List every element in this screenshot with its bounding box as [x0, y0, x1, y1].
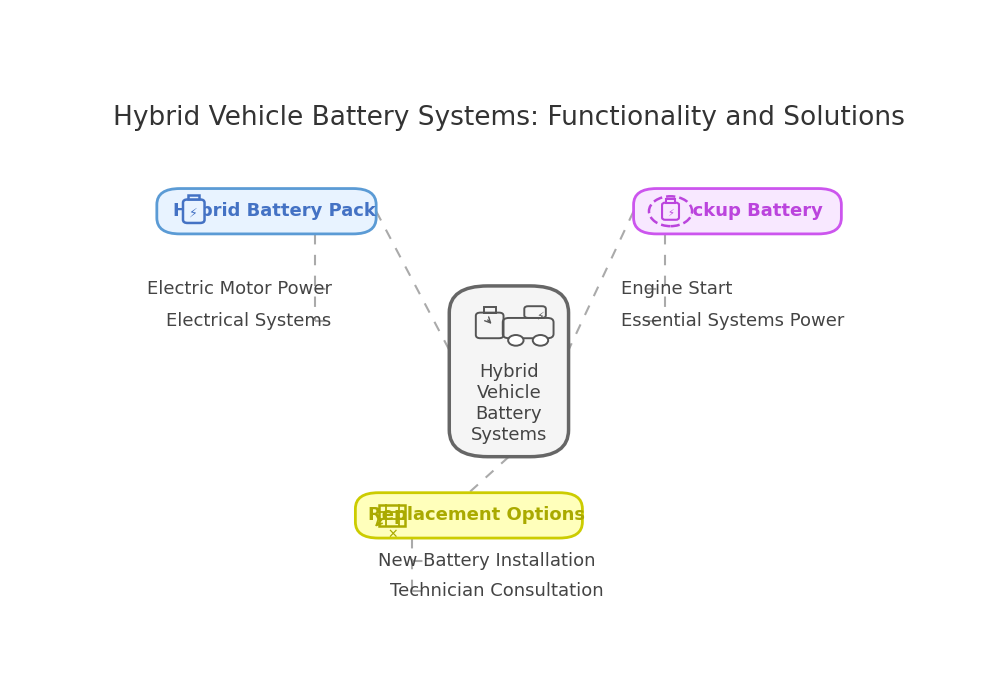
Text: ✕: ✕ [387, 527, 397, 541]
FancyBboxPatch shape [662, 202, 679, 220]
Text: Engine Start: Engine Start [621, 279, 732, 297]
FancyBboxPatch shape [666, 199, 675, 202]
FancyBboxPatch shape [634, 188, 841, 234]
Text: Technician Consultation: Technician Consultation [389, 582, 604, 600]
Circle shape [649, 196, 692, 226]
Text: Backup Battery: Backup Battery [667, 202, 823, 220]
Text: ⚡: ⚡ [190, 207, 199, 219]
Text: Essential Systems Power: Essential Systems Power [621, 312, 844, 330]
Text: Hybrid Vehicle Battery Systems: Functionality and Solutions: Hybrid Vehicle Battery Systems: Function… [113, 105, 905, 131]
Circle shape [508, 335, 523, 346]
Text: Electrical Systems: Electrical Systems [167, 312, 332, 330]
Text: Electric Motor Power: Electric Motor Power [147, 279, 333, 297]
Text: ⚡: ⚡ [536, 312, 543, 322]
FancyBboxPatch shape [189, 195, 200, 200]
Text: Hybrid Battery Pack: Hybrid Battery Pack [173, 202, 375, 220]
Text: New Battery Installation: New Battery Installation [378, 552, 596, 570]
FancyBboxPatch shape [183, 200, 205, 223]
Text: Replacement Options: Replacement Options [368, 507, 585, 525]
Text: Hybrid
Vehicle
Battery
Systems: Hybrid Vehicle Battery Systems [471, 363, 547, 444]
Text: ⚡: ⚡ [667, 207, 674, 218]
Circle shape [533, 335, 548, 346]
FancyBboxPatch shape [355, 493, 583, 538]
FancyBboxPatch shape [157, 188, 376, 234]
FancyBboxPatch shape [449, 286, 569, 457]
